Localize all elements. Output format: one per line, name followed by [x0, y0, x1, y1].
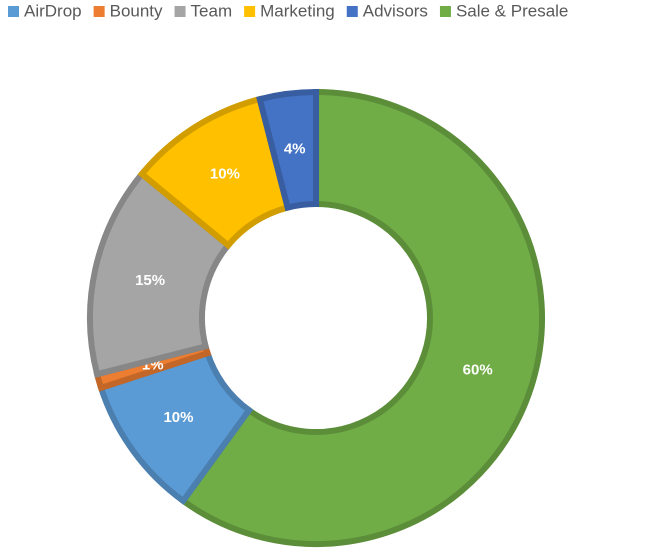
data-label: 15%: [135, 272, 165, 289]
legend-label: Bounty: [110, 1, 163, 20]
legend-swatch: [93, 6, 105, 17]
legend-swatch: [174, 6, 186, 17]
data-label: 4%: [284, 140, 306, 157]
legend-label: Advisors: [363, 1, 428, 20]
data-label: 10%: [210, 165, 240, 182]
data-label: 10%: [163, 409, 193, 426]
legend-label: AirDrop: [24, 1, 82, 20]
data-label: 60%: [463, 362, 493, 379]
legend-swatch: [244, 6, 256, 17]
legend-label: Marketing: [260, 1, 335, 20]
donut-slice: [178, 88, 545, 547]
legend-swatch: [346, 6, 358, 17]
legend-label: Sale & Presale: [456, 1, 568, 20]
donut-slice: [256, 88, 319, 212]
legend-swatch: [439, 6, 451, 17]
donut-slice: [87, 169, 233, 378]
legend-swatch: [8, 6, 19, 17]
legend-label: Team: [191, 1, 233, 20]
